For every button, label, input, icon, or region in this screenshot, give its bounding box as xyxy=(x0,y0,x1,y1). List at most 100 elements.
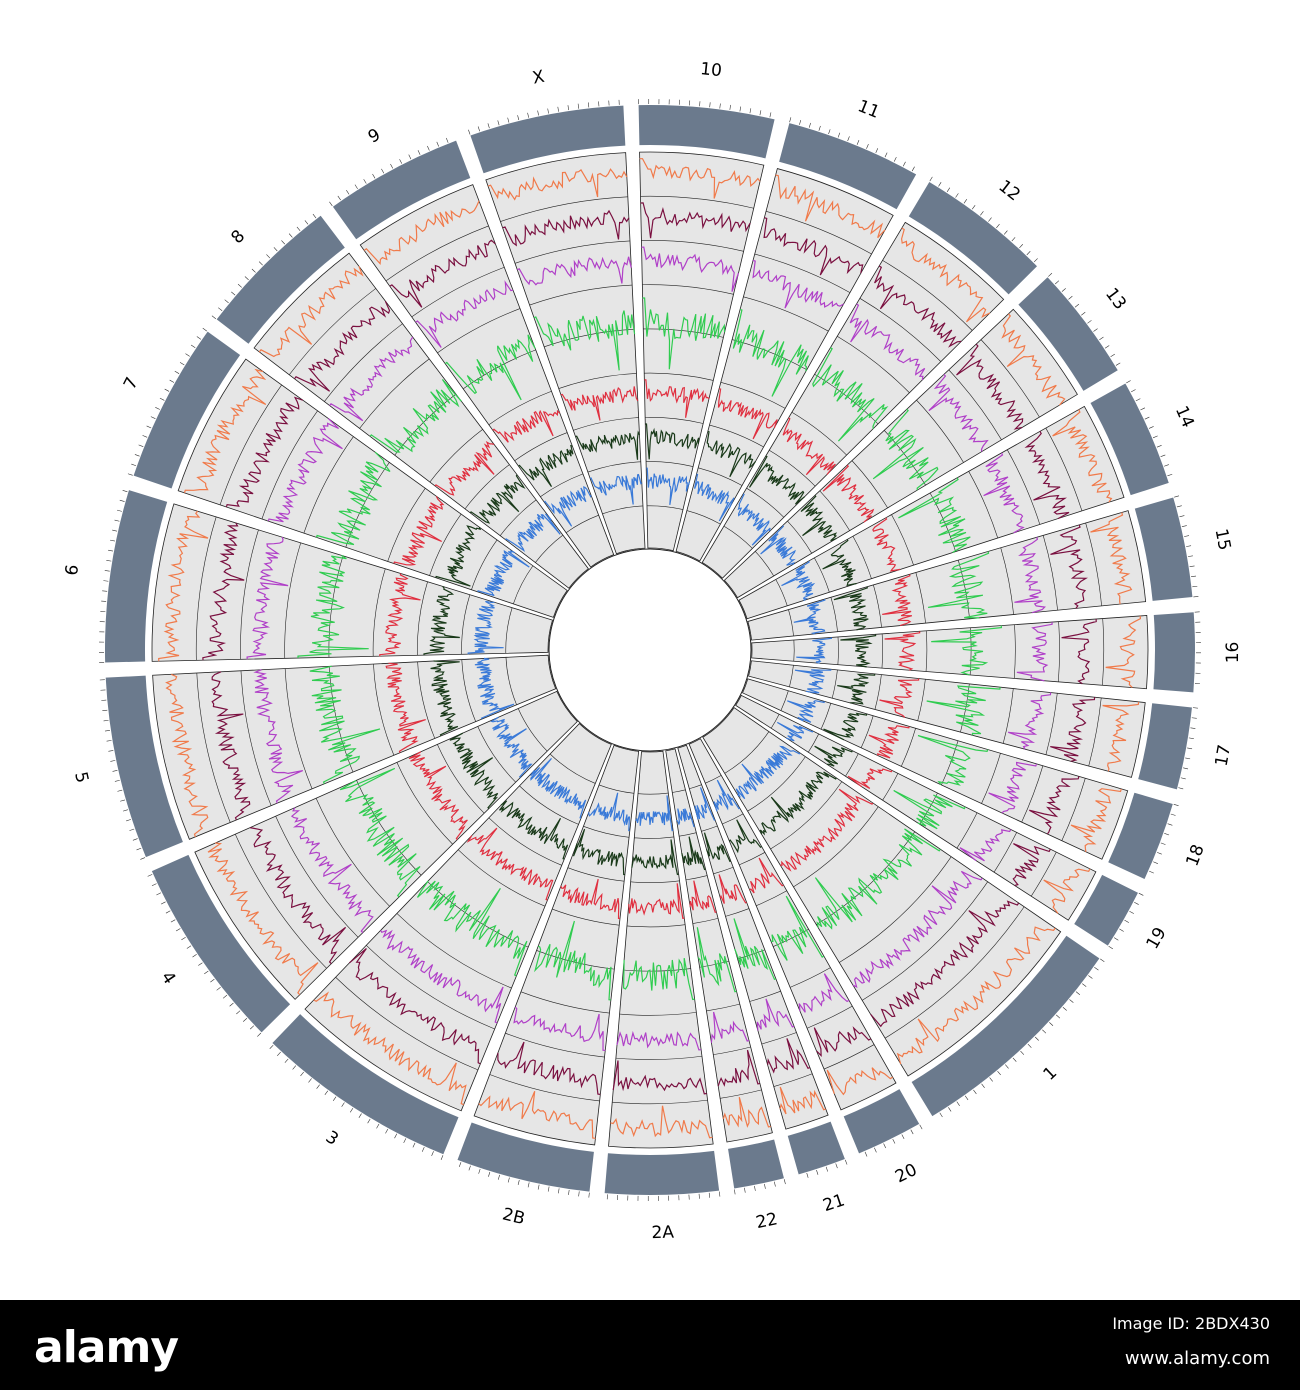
chr-label-6: 6 xyxy=(62,563,83,576)
track-1-chr-18 xyxy=(1070,788,1122,852)
band-line xyxy=(535,534,564,563)
tick-chr-3 xyxy=(316,1084,320,1089)
tick-chr-13 xyxy=(1099,336,1104,341)
track-5-chr-18 xyxy=(868,725,910,759)
tick-chr-10 xyxy=(729,104,731,110)
chr-label-x: X xyxy=(531,67,547,89)
band-line xyxy=(1088,697,1102,767)
band-line xyxy=(195,516,217,661)
tick-chr-4 xyxy=(198,962,203,966)
tick-chr-3 xyxy=(358,1113,362,1118)
tick-chr-5 xyxy=(126,819,132,822)
band-line xyxy=(315,798,390,907)
track-3-chr-11 xyxy=(752,259,844,309)
tick-chr-20 xyxy=(910,1129,914,1135)
tick-chr-2b xyxy=(458,1162,462,1168)
track-7-chr-17 xyxy=(794,669,832,694)
track-7-chr-18 xyxy=(787,700,825,723)
tick-chr-5 xyxy=(106,740,112,742)
band-line xyxy=(488,817,562,866)
tick-chr-5 xyxy=(129,828,135,831)
tick-chr-22 xyxy=(734,1189,736,1195)
band-line xyxy=(356,780,422,876)
band-line xyxy=(790,967,831,988)
chr-label-7: 7 xyxy=(120,374,143,393)
tick-chr-12 xyxy=(988,217,992,222)
tick-chr-4 xyxy=(242,1018,248,1022)
chr-label-13: 13 xyxy=(1101,284,1130,313)
band-line xyxy=(1021,765,1044,823)
chr-label-19: 19 xyxy=(1143,924,1171,953)
tick-chr-3 xyxy=(376,1123,380,1129)
band-line xyxy=(775,579,788,606)
track-3-chr-21 xyxy=(756,998,795,1031)
ideogram-chr-20 xyxy=(843,1089,920,1154)
tick-chr-11 xyxy=(911,166,915,172)
track-2-chr-17 xyxy=(1050,697,1096,762)
tick-chr-1 xyxy=(1005,1064,1009,1069)
chr-label-1: 1 xyxy=(1040,1063,1062,1085)
data-tracks xyxy=(158,158,1142,1139)
band-line xyxy=(619,1012,697,1016)
panel-chr-8 xyxy=(253,252,589,589)
band-line xyxy=(746,487,785,518)
band-line xyxy=(724,731,770,774)
tick-chr-3 xyxy=(385,1128,389,1134)
band-line xyxy=(505,657,517,705)
band-line xyxy=(540,473,584,497)
tick-chr-18 xyxy=(1157,852,1162,855)
track-2-chr-7 xyxy=(225,396,304,508)
tick-chr-1 xyxy=(1094,967,1099,971)
track-7-chr-15 xyxy=(793,598,826,635)
track-6-chr-2a xyxy=(631,839,679,876)
track-5-chr-7 xyxy=(393,496,445,566)
band-line xyxy=(461,659,476,722)
track-6-chr-3 xyxy=(499,800,569,860)
ideogram-chr-3 xyxy=(272,1014,459,1155)
tick-chr-19 xyxy=(1119,928,1124,932)
band-line xyxy=(488,390,552,426)
band-line xyxy=(567,867,625,882)
track-1-chr-13 xyxy=(1001,313,1066,406)
panel-chr-10 xyxy=(639,151,765,552)
watermark-url: www.alamy.com xyxy=(1124,1348,1270,1369)
tick-chr-8 xyxy=(218,307,223,312)
track-5-chr-19 xyxy=(847,768,893,790)
track-6-chr-13 xyxy=(800,495,838,542)
tick-chr-7 xyxy=(164,388,170,392)
tick-chr-4 xyxy=(229,1002,234,1007)
tick-chr-7 xyxy=(127,473,133,476)
tick-chr-4 xyxy=(175,928,181,932)
tick-chr-17 xyxy=(1187,747,1193,750)
tick-chr-1 xyxy=(1027,1043,1032,1048)
band-line xyxy=(860,715,874,748)
track-3-chr-1 xyxy=(852,870,983,988)
track-6-chr-15 xyxy=(833,586,869,631)
tick-chr-9 xyxy=(329,201,333,207)
tick-chr-4 xyxy=(216,986,221,991)
track-2-chr-14 xyxy=(1024,431,1070,520)
band-line xyxy=(324,323,403,402)
track-2-chr-6 xyxy=(202,522,245,661)
tick-chr-14 xyxy=(1131,389,1136,393)
tick-chr-14 xyxy=(1152,435,1158,439)
tick-chr-3 xyxy=(421,1147,425,1152)
band-line xyxy=(859,298,942,362)
panel-chr-16 xyxy=(751,615,1149,690)
track-4-chr-16 xyxy=(931,625,1003,676)
tick-chr-13 xyxy=(1115,362,1121,366)
tick-chr-21 xyxy=(844,1159,848,1165)
track-4-chr-18 xyxy=(917,735,989,786)
tick-chr-3 xyxy=(367,1118,371,1124)
tick-chr-5 xyxy=(114,779,120,782)
panel-chr-5 xyxy=(152,654,557,840)
track-2-chr-2b xyxy=(497,1041,601,1095)
tick-chr-2b xyxy=(588,1192,590,1198)
tick-chr-13 xyxy=(1074,303,1080,308)
band-line xyxy=(916,399,964,463)
tick-chr-3 xyxy=(349,1107,354,1113)
tick-chr-7 xyxy=(190,344,196,349)
track-1-chr-2b xyxy=(478,1090,596,1139)
tick-chr-1 xyxy=(948,1107,952,1112)
tick-chr-1 xyxy=(981,1083,985,1088)
